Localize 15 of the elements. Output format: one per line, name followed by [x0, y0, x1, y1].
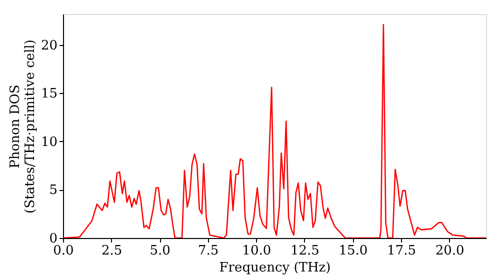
x-tick-label: 17.5 [387, 244, 416, 258]
x-axis-title: Frequency (THz) [219, 260, 331, 276]
x-tick-label: 20.0 [435, 244, 464, 258]
x-tick-label: 0.0 [53, 244, 74, 258]
y-tick-label: 20 [40, 38, 58, 54]
x-tick-label: 10.0 [242, 244, 272, 258]
y-tick-label: 15 [40, 86, 58, 102]
y-tick-label: 10 [40, 134, 58, 150]
x-tick-label: 7.5 [198, 244, 219, 258]
x-tick-label: 5.0 [150, 244, 170, 258]
y-tick-label: 5 [49, 183, 58, 198]
x-tick-label: 12.5 [290, 244, 320, 258]
x-tick-label: 2.5 [101, 244, 122, 258]
y-axis-title: Phonon DOS (States/THz·primitive cell) [8, 39, 38, 214]
x-tick-label: 15.0 [338, 244, 368, 258]
